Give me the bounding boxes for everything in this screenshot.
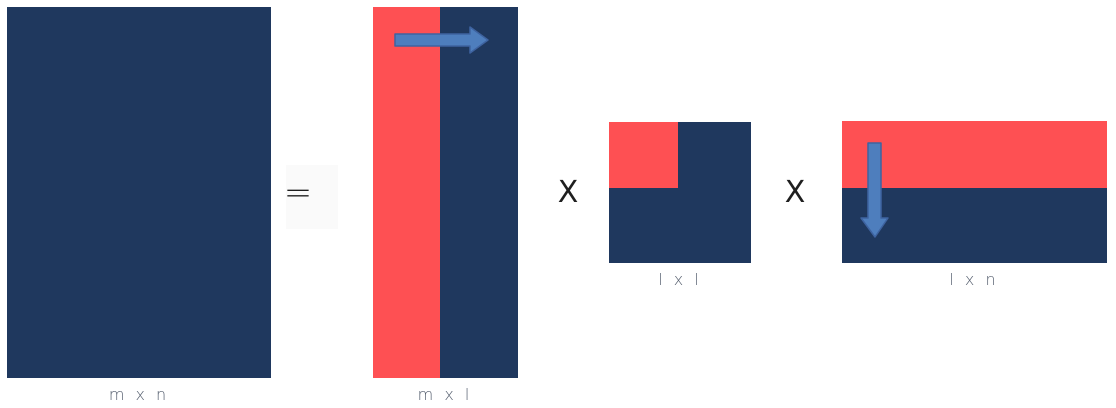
- matrix-s-highlight-block: [609, 122, 678, 188]
- down-arrow-icon: [860, 142, 889, 238]
- equals-sign: =: [283, 173, 313, 213]
- multiply-sign-1: X: [557, 175, 579, 210]
- matrix-a: [7, 7, 271, 378]
- right-arrow-icon: [394, 26, 489, 54]
- equals-backdrop: [286, 165, 338, 229]
- matrix-a-label: m x n: [108, 385, 170, 404]
- matrix-u-label: m x l: [417, 385, 473, 404]
- matrix-v-highlight-row: [842, 121, 1107, 188]
- matrix-u-highlight-column: [373, 7, 440, 378]
- multiply-sign-2: X: [784, 175, 806, 210]
- matrix-v-label: l x n: [949, 270, 999, 289]
- matrix-s-label: l x l: [658, 270, 702, 289]
